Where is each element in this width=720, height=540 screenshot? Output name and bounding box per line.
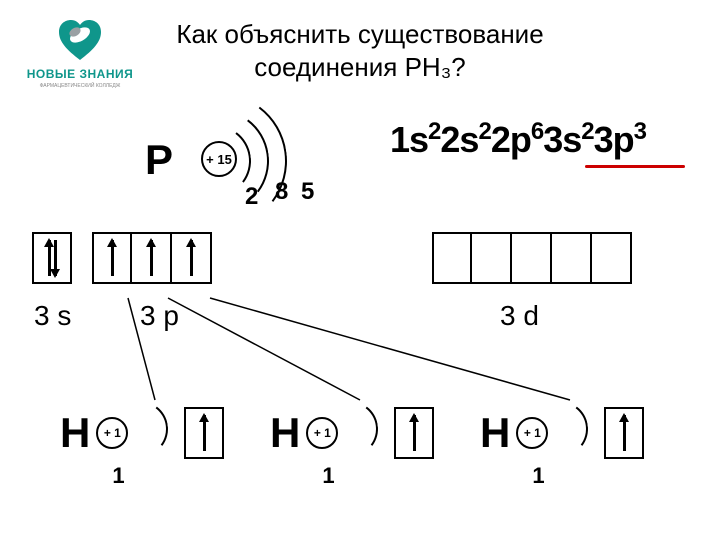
spin-up-icon — [150, 240, 153, 276]
element-symbol-h: H — [480, 409, 510, 457]
orbital-group-3p — [92, 232, 212, 284]
sublevel-label: 3 s — [34, 300, 71, 332]
nucleus-charge: + 15 — [201, 141, 237, 177]
shell-count: 1 — [532, 463, 544, 489]
orbital-box — [432, 232, 472, 284]
orbital-box — [604, 407, 644, 459]
sublevel-label: 3 d — [500, 300, 539, 332]
orbital-box — [552, 232, 592, 284]
electron-configuration: 1s22s22p63s23p3 — [390, 118, 646, 161]
phosphorus-atom: P + 15 2 8 5 — [145, 115, 367, 205]
spin-up-icon — [413, 415, 416, 451]
shell-count-3: 5 — [301, 178, 314, 206]
shell-count-1: 2 — [245, 183, 258, 211]
logo-subtitle: ФАРМАЦЕВТИЧЕСКИЙ КОЛЛЕДЖ — [40, 83, 121, 89]
spin-up-icon — [203, 415, 206, 451]
orbital-box — [512, 232, 552, 284]
orbital-box — [394, 407, 434, 459]
electron-shell: 1 — [342, 405, 372, 461]
spin-down-icon — [54, 240, 57, 276]
spin-up-icon — [190, 240, 193, 276]
hydrogen-atom: H + 1 1 — [480, 405, 644, 461]
page-title: Как объяснить существование соединения P… — [0, 18, 720, 83]
spin-up-icon — [623, 415, 626, 451]
orbital-box — [592, 232, 632, 284]
hydrogen-atom: H + 1 1 — [60, 405, 224, 461]
config-underline — [585, 165, 685, 168]
title-line-2: соединения PH₃? — [0, 51, 720, 84]
element-symbol-h: H — [60, 409, 90, 457]
electron-shell: 1 — [132, 405, 162, 461]
orbital-box — [92, 232, 132, 284]
spin-up-icon — [111, 240, 114, 276]
orbital-diagram — [32, 232, 632, 284]
electron-shell: 1 — [552, 405, 582, 461]
orbital-box — [472, 232, 512, 284]
orbital-box — [172, 232, 212, 284]
shell-count: 1 — [322, 463, 334, 489]
hydrogen-atom: H + 1 1 — [270, 405, 434, 461]
shell-count: 1 — [112, 463, 124, 489]
orbital-group-3s — [32, 232, 72, 284]
element-symbol-h: H — [270, 409, 300, 457]
hydrogen-row: H + 1 1 H + 1 1 H + 1 1 — [0, 405, 720, 505]
shell-count-2: 8 — [275, 178, 288, 206]
orbital-group-3d — [432, 232, 632, 284]
orbital-box — [32, 232, 72, 284]
orbital-box — [132, 232, 172, 284]
atom-shell-diagram: + 15 2 8 5 — [197, 115, 367, 205]
sublevel-label: 3 p — [140, 300, 179, 332]
title-line-1: Как объяснить существование — [0, 18, 720, 51]
orbital-box — [184, 407, 224, 459]
